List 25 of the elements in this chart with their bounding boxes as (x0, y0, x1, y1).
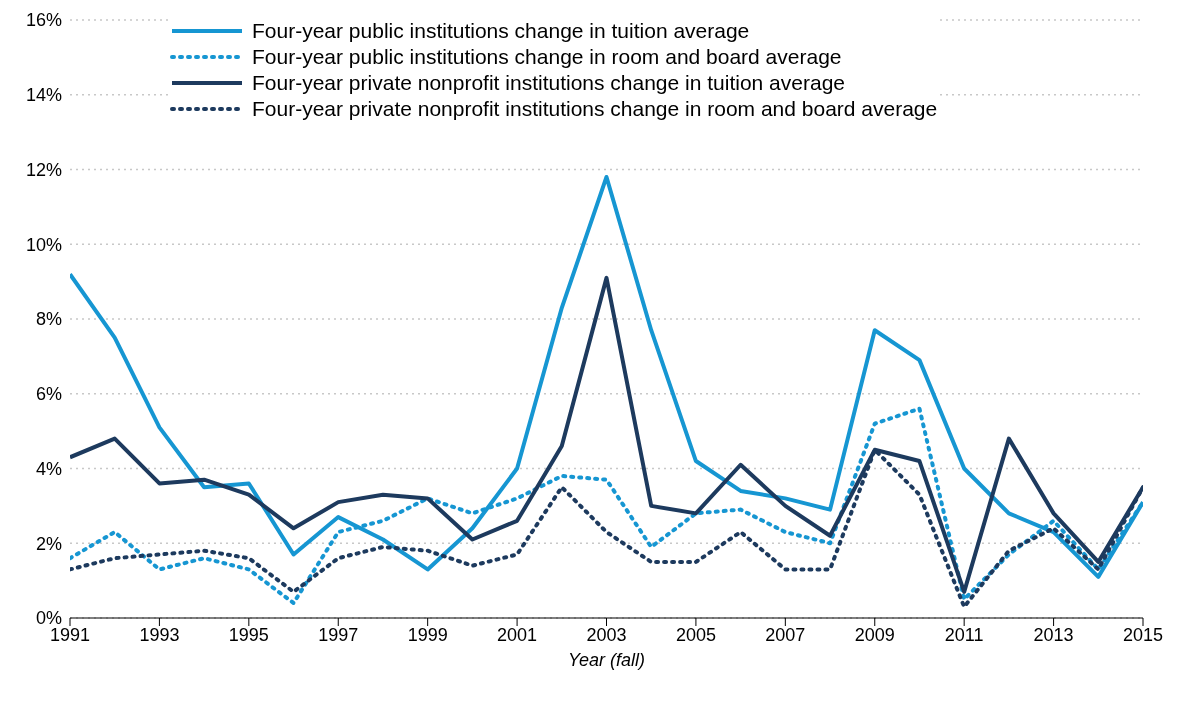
legend-label: Four-year public institutions change in tuition average (252, 18, 750, 44)
y-tick-label: 4% (35, 458, 62, 479)
x-tick-label: 1997 (318, 624, 359, 645)
y-tick-label: 12% (25, 159, 62, 180)
legend-label: Four-year public institutions change in room and board average (252, 44, 842, 70)
x-tick-label: 2007 (765, 624, 806, 645)
y-tick-label: 2% (35, 533, 62, 554)
x-tick-label: 2011 (944, 624, 984, 645)
x-tick-label: 2005 (675, 624, 716, 645)
legend-label: Four-year private nonprofit institutions change in tuition average (252, 70, 846, 96)
x-tick-label: 1993 (139, 624, 180, 645)
x-tick-label: 1995 (228, 624, 269, 645)
x-axis-title: Year (fall) (567, 650, 646, 670)
y-tick-label: 10% (25, 234, 62, 255)
x-tick-label: 2009 (854, 624, 895, 645)
x-tick-label: 2013 (1033, 624, 1074, 645)
y-tick-label: 14% (25, 85, 62, 106)
x-tick-label: 2003 (586, 624, 627, 645)
y-tick-label: 6% (35, 384, 62, 405)
legend-label: Four-year private nonprofit institutions change in room and board average (252, 96, 938, 122)
x-tick-label: 2001 (497, 624, 538, 645)
x-tick-label: 2015 (1122, 624, 1164, 645)
x-tick-label: 1999 (407, 624, 448, 645)
y-tick-label: 8% (35, 309, 62, 330)
y-tick-label: 16% (25, 10, 62, 31)
